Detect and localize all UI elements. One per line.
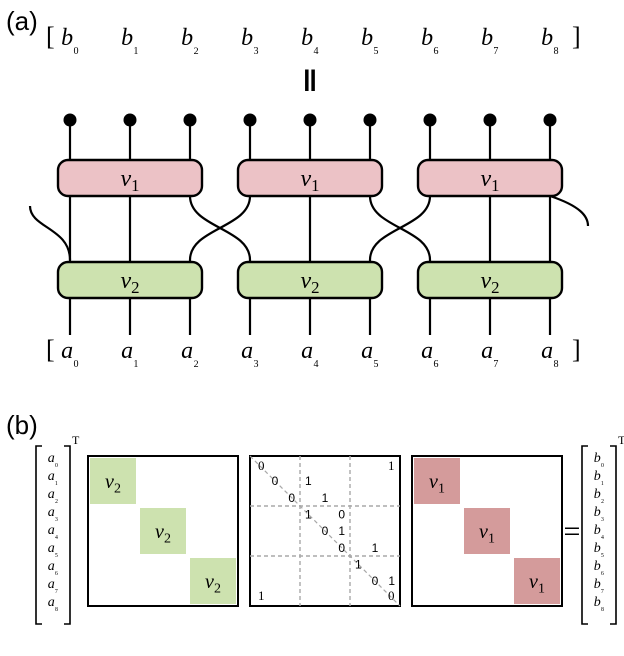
svg-text:b₃: b₃ [594, 505, 604, 522]
svg-text:b₈: b₈ [541, 25, 559, 54]
svg-text:0: 0 [322, 524, 329, 538]
svg-text:a₃: a₃ [48, 505, 58, 522]
svg-text:1: 1 [322, 491, 329, 505]
panel-a-diagram: []b₀b₁b₂b₃b₄b₅b₆b₇b₈ǁv1v1v1v2v2v2[]a₀a₁a… [0, 0, 624, 380]
svg-text:b₁: b₁ [121, 25, 139, 54]
svg-text:0: 0 [338, 541, 345, 555]
svg-text:b₁: b₁ [594, 469, 604, 486]
svg-text:1: 1 [355, 558, 362, 572]
svg-text:0: 0 [288, 491, 295, 505]
svg-text:a₄: a₄ [48, 523, 59, 540]
svg-text:b₇: b₇ [594, 577, 604, 594]
svg-text:a₁: a₁ [121, 338, 139, 367]
svg-text:0: 0 [372, 574, 379, 588]
svg-text:b₃: b₃ [241, 25, 259, 54]
svg-text:1: 1 [388, 458, 395, 473]
svg-text:T: T [618, 436, 624, 447]
svg-text:ǁ: ǁ [303, 65, 318, 98]
svg-text:]: ] [572, 22, 581, 51]
svg-text:1: 1 [305, 508, 312, 522]
svg-text:0: 0 [338, 508, 345, 522]
svg-text:[: [ [46, 335, 55, 364]
svg-text:b₅: b₅ [361, 25, 379, 54]
svg-text:a₄: a₄ [301, 338, 319, 367]
svg-text:b₀: b₀ [594, 451, 604, 468]
svg-text:a₈: a₈ [541, 338, 559, 367]
svg-text:b₂: b₂ [181, 25, 199, 54]
svg-text:a₆: a₆ [421, 338, 439, 367]
svg-text:b₂: b₂ [594, 487, 604, 504]
svg-text:a₀: a₀ [48, 451, 58, 468]
svg-text:0: 0 [272, 474, 279, 488]
svg-text:0: 0 [388, 588, 395, 603]
svg-text:a₁: a₁ [48, 469, 58, 486]
svg-text:T: T [72, 436, 80, 447]
svg-text:b₆: b₆ [421, 25, 439, 54]
svg-text:]: ] [572, 335, 581, 364]
svg-text:1: 1 [388, 574, 395, 588]
svg-text:a₀: a₀ [61, 338, 79, 367]
svg-text:b₄: b₄ [594, 523, 605, 540]
panel-b-diagram: a₀a₁a₂a₃a₄a₅a₆a₇a₈Tv2v2v2011001011001011… [0, 436, 624, 656]
svg-text:[: [ [46, 22, 55, 51]
svg-text:a₂: a₂ [48, 487, 58, 504]
svg-text:1: 1 [258, 588, 265, 603]
svg-text:a₇: a₇ [481, 338, 499, 367]
svg-text:a₅: a₅ [48, 541, 58, 558]
svg-text:b₄: b₄ [301, 25, 319, 54]
svg-text:a₈: a₈ [48, 595, 58, 612]
svg-text:a₃: a₃ [241, 338, 259, 367]
svg-text:b₅: b₅ [594, 541, 604, 558]
svg-text:1: 1 [305, 474, 312, 488]
svg-text:b₇: b₇ [481, 25, 499, 54]
svg-text:1: 1 [372, 541, 379, 555]
svg-text:b₆: b₆ [594, 559, 604, 576]
svg-text:0: 0 [258, 458, 265, 473]
svg-text:a₂: a₂ [181, 338, 199, 367]
svg-text:a₅: a₅ [361, 338, 379, 367]
svg-text:a₇: a₇ [48, 577, 58, 594]
svg-text:=: = [564, 515, 581, 548]
svg-text:b₈: b₈ [594, 595, 604, 612]
svg-text:a₆: a₆ [48, 559, 58, 576]
svg-text:b₀: b₀ [61, 25, 79, 54]
svg-text:1: 1 [338, 524, 345, 538]
